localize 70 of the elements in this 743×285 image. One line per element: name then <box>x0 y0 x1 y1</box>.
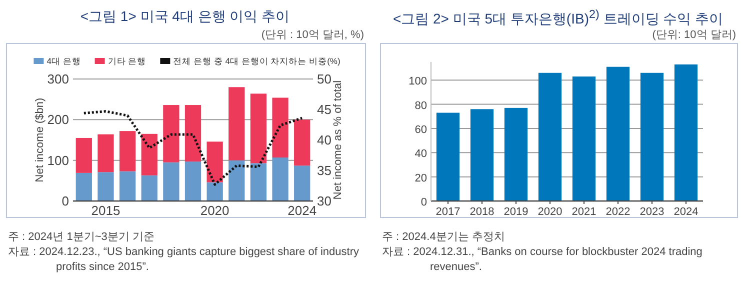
text: 자료 : 2024.12.31., “Banks on course for blockbuster 2024 trading revenues”. <box>382 245 704 275</box>
y-tick-label: 100 <box>47 152 69 168</box>
chart-title: <그림 2> 미국 5대 투자은행(IB)$^{2)}$ 트레이딩 수익 추이 <box>392 8 724 29</box>
bar <box>294 120 310 166</box>
x-tick-label: 2023 <box>640 206 664 218</box>
bar <box>76 172 92 201</box>
bar <box>184 105 202 162</box>
y-tick-label: 200 <box>47 112 69 128</box>
x-tick-label: 2022 <box>606 206 630 218</box>
bar <box>163 162 180 201</box>
bar <box>294 166 310 201</box>
x-tick-label: 2015 <box>91 203 120 218</box>
x-tick-label: 2024 <box>674 206 698 218</box>
chart-subtitle: (단위 : 10억 달러, %) <box>261 28 364 42</box>
bar <box>119 171 136 201</box>
x-tick-label: 2019 <box>504 206 528 218</box>
bar <box>163 105 180 162</box>
x-tick-label: 2020 <box>200 203 230 218</box>
y-tick-label: 300 <box>47 72 69 86</box>
y-tick-label: 0 <box>62 194 69 208</box>
bar <box>98 172 114 201</box>
bar <box>436 112 460 201</box>
bar <box>606 66 630 201</box>
y2-tick-label: 45 <box>317 102 332 117</box>
bar <box>184 162 202 201</box>
bar <box>228 160 245 201</box>
bar <box>504 108 528 201</box>
text: 자료 : 2024.12.23., “US banking giants capture biggest share of industry profits since 2015”. <box>8 245 360 275</box>
legend-label: 전체 은행 중 4대 은행이 차지하는 비중(%) <box>173 56 340 66</box>
bar <box>538 72 562 201</box>
y-axis-title: Net income ($bn) <box>34 98 46 182</box>
bar <box>272 157 288 201</box>
y-tick-label: 20 <box>414 172 427 184</box>
y2-tick-label: 40 <box>317 132 332 148</box>
x-tick-label: 2020 <box>538 206 562 218</box>
chart-title: <그림 1> 미국 4대 은행 이익 추이 <box>79 8 291 26</box>
x-tick-label: 2017 <box>436 206 460 218</box>
bar <box>141 134 158 176</box>
bar <box>141 175 158 201</box>
bar <box>674 64 698 201</box>
y2-tick-label: 50 <box>317 72 332 86</box>
y-tick-label: 100 <box>408 76 427 88</box>
legend-label: 4대 은행 <box>46 56 81 66</box>
bar <box>228 87 245 160</box>
chart-subtitle: (단위: 10억 달러) <box>652 28 736 42</box>
y2-axis-title: Net income as % of total <box>332 80 344 200</box>
bar <box>470 109 494 201</box>
y2-tick-label: 35 <box>317 163 332 178</box>
bar <box>98 134 114 172</box>
bar <box>76 138 92 173</box>
y-tick-label: 80 <box>414 100 427 112</box>
bar <box>640 72 664 201</box>
x-tick-label: 2018 <box>470 206 494 218</box>
line-series <box>82 110 304 186</box>
legend-label: 기타 은행 <box>108 56 146 66</box>
x-tick-label: 2024 <box>288 203 317 218</box>
bar <box>572 76 596 201</box>
bar <box>272 98 288 158</box>
text: 주 : 2024년 1분기~3분기 기준 <box>8 230 156 245</box>
y-tick-label: 40 <box>414 148 427 160</box>
bar <box>119 131 136 172</box>
y-tick-label: 60 <box>414 124 427 136</box>
bar <box>206 182 223 201</box>
bar <box>250 94 267 164</box>
y-tick-label: 0 <box>420 196 427 208</box>
x-tick-label: 2021 <box>572 206 596 218</box>
y2-tick-label: 30 <box>317 194 332 208</box>
bar <box>250 163 267 201</box>
text: 주 : 2024.4분기는 추정치 <box>382 230 506 245</box>
bar <box>206 142 223 182</box>
